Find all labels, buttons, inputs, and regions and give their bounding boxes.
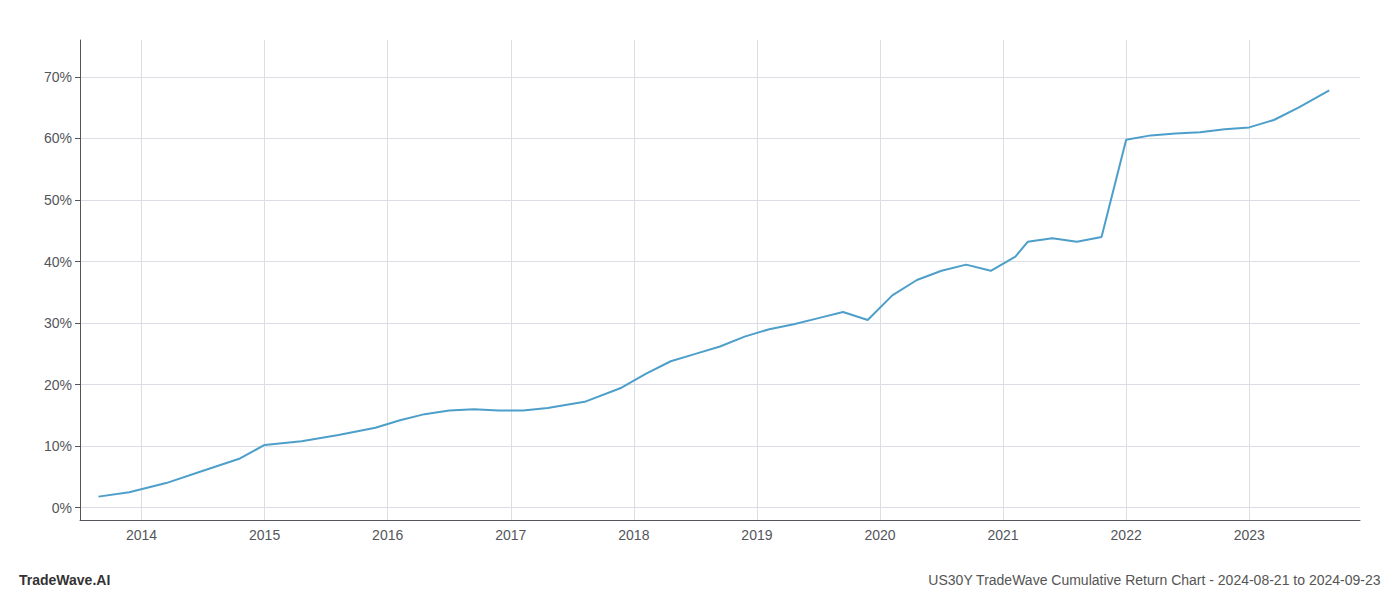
svg-text:US30Y TradeWave Cumulative Ret: US30Y TradeWave Cumulative Return Chart … <box>928 572 1380 588</box>
svg-text:0%: 0% <box>52 500 72 516</box>
svg-text:30%: 30% <box>44 315 72 331</box>
svg-text:2014: 2014 <box>126 527 157 543</box>
svg-text:2018: 2018 <box>618 527 649 543</box>
svg-text:10%: 10% <box>44 438 72 454</box>
svg-text:2015: 2015 <box>249 527 280 543</box>
svg-text:2023: 2023 <box>1234 527 1265 543</box>
svg-text:TradeWave.AI: TradeWave.AI <box>19 572 110 588</box>
svg-text:60%: 60% <box>44 130 72 146</box>
svg-text:2022: 2022 <box>1111 527 1142 543</box>
svg-text:50%: 50% <box>44 192 72 208</box>
svg-text:20%: 20% <box>44 377 72 393</box>
svg-text:40%: 40% <box>44 254 72 270</box>
svg-text:2020: 2020 <box>864 527 895 543</box>
svg-text:70%: 70% <box>44 69 72 85</box>
svg-text:2019: 2019 <box>741 527 772 543</box>
svg-text:2017: 2017 <box>495 527 526 543</box>
svg-text:2021: 2021 <box>987 527 1018 543</box>
svg-text:2016: 2016 <box>372 527 403 543</box>
